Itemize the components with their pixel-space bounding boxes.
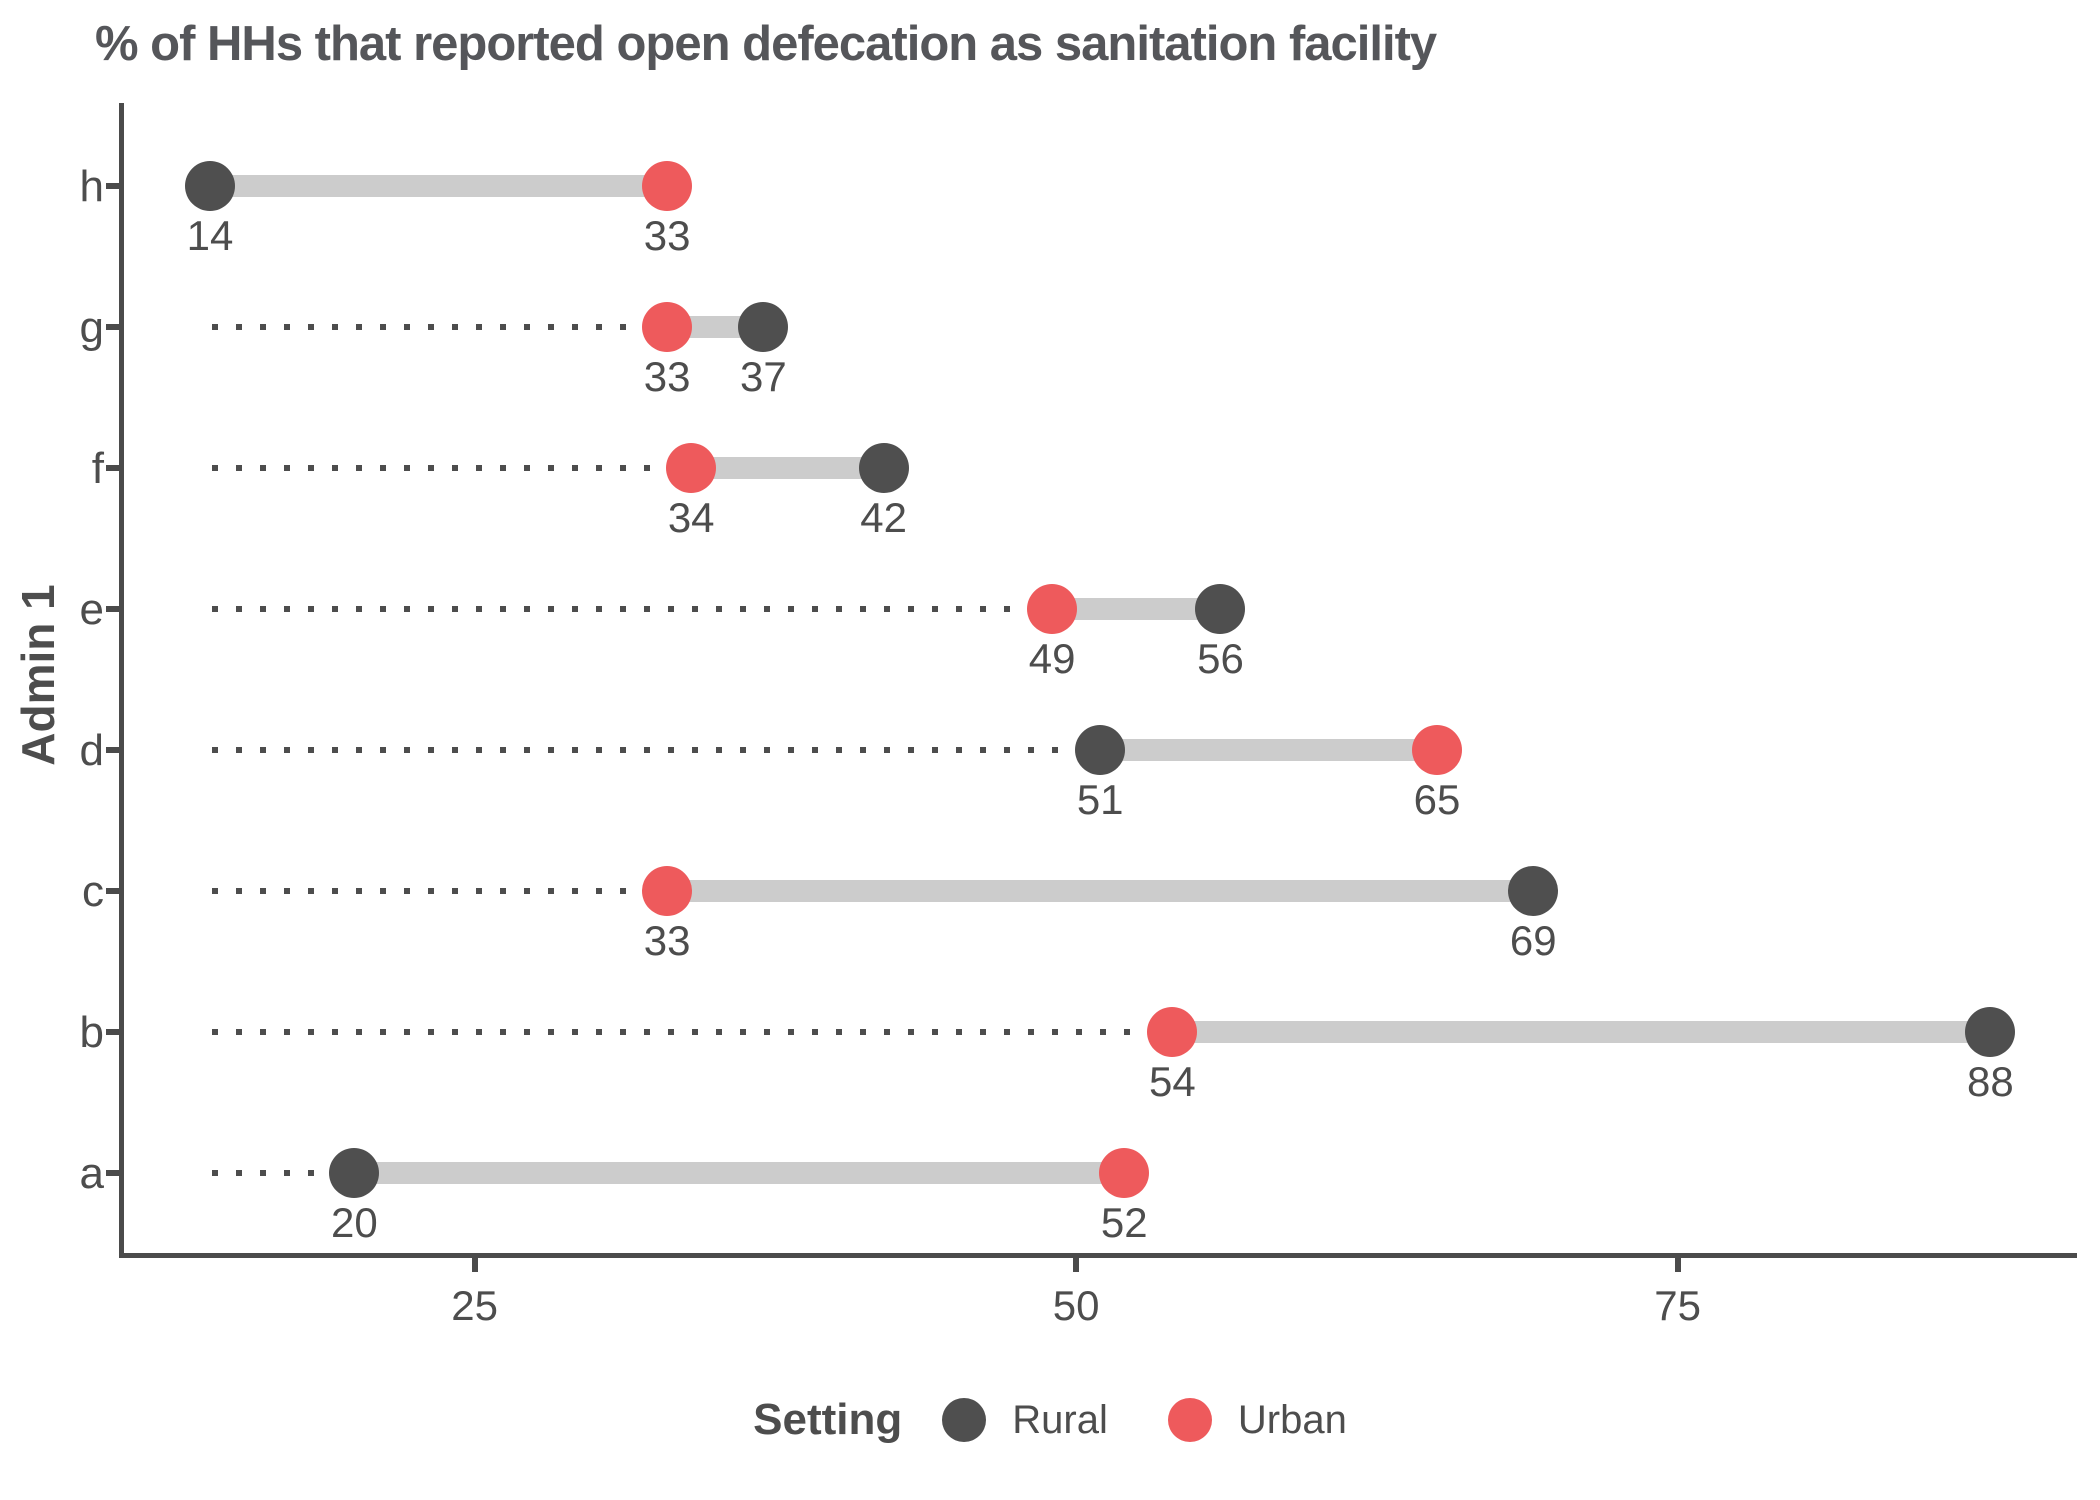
value-label-urban-h: 33 (643, 212, 691, 259)
dot-urban-g (642, 302, 693, 352)
dot-rural-h (185, 161, 236, 211)
y-tick-mark (106, 747, 121, 753)
value-label-urban-f: 34 (667, 494, 715, 541)
dot-urban-a (1099, 1148, 1150, 1198)
legend-label-urban: Urban (1237, 1397, 1347, 1442)
y-tick-mark (106, 183, 121, 189)
y-tick-mark (106, 888, 121, 894)
value-label-urban-d: 65 (1413, 776, 1461, 823)
leader-dotted-line (212, 465, 663, 471)
dot-rural-g (738, 302, 789, 352)
legend-title: Setting (753, 1395, 903, 1444)
leader-dotted-line (212, 324, 639, 330)
connector-bar (210, 175, 668, 197)
y-tick-mark (106, 465, 121, 471)
y-category-label-a: a (79, 1149, 104, 1198)
y-tick-mark (106, 606, 121, 612)
x-tick-mark (1674, 1258, 1681, 1272)
y-tick-mark (106, 324, 121, 330)
y-category-label-b: b (79, 1008, 104, 1057)
y-tick-mark (106, 1170, 121, 1176)
dot-rural-c (1508, 866, 1559, 916)
connector-bar (354, 1162, 1125, 1184)
x-tick-label: 25 (451, 1282, 499, 1329)
y-tick-mark (106, 1029, 121, 1035)
dot-urban-h (642, 161, 693, 211)
leader-dotted-line (212, 1170, 326, 1176)
value-label-rural-e: 56 (1197, 635, 1244, 682)
x-tick-mark (471, 1258, 478, 1272)
dot-urban-e (1027, 584, 1078, 634)
value-label-urban-a: 52 (1100, 1199, 1148, 1246)
value-label-rural-b: 88 (1967, 1058, 2014, 1105)
dot-rural-b (1965, 1007, 2016, 1057)
dot-urban-f (666, 443, 717, 493)
y-category-label-g: g (79, 303, 104, 352)
leader-dotted-line (212, 888, 639, 894)
legend: Setting Rural Urban (0, 1388, 2100, 1452)
value-label-urban-g: 33 (643, 353, 691, 400)
y-category-label-d: d (79, 726, 104, 775)
y-axis-line (119, 103, 124, 1258)
legend-swatch-rural-icon (942, 1398, 987, 1442)
leader-dotted-line (212, 1029, 1144, 1035)
dot-urban-c (642, 866, 693, 916)
connector-bar (1172, 1021, 1991, 1043)
dot-rural-d (1075, 725, 1126, 775)
dot-rural-f (858, 443, 909, 493)
leader-dotted-line (212, 747, 1072, 753)
y-category-label-e: e (79, 585, 104, 634)
value-label-rural-d: 51 (1076, 776, 1124, 823)
value-label-urban-c: 33 (643, 917, 691, 964)
chart-title: % of HHs that reported open defecation a… (95, 17, 1437, 71)
y-category-label-c: c (82, 867, 104, 916)
y-category-label-f: f (91, 444, 104, 493)
connector-bar (667, 880, 1534, 902)
dot-rural-e (1195, 584, 1246, 634)
connector-bar (691, 457, 884, 479)
value-label-urban-e: 49 (1028, 635, 1076, 682)
dot-urban-b (1147, 1007, 1198, 1057)
dot-rural-a (329, 1148, 380, 1198)
value-label-rural-c: 69 (1509, 917, 1557, 964)
x-tick-label: 50 (1052, 1282, 1100, 1329)
x-tick-mark (1073, 1258, 1080, 1272)
dot-urban-d (1412, 725, 1463, 775)
connector-bar (1052, 598, 1221, 620)
value-label-rural-g: 37 (740, 353, 787, 400)
legend-label-rural: Rural (1012, 1397, 1108, 1442)
leader-dotted-line (212, 606, 1024, 612)
y-category-label-h: h (79, 162, 104, 211)
value-label-rural-f: 42 (860, 494, 908, 541)
connector-bar (1100, 739, 1437, 761)
legend-swatch-urban-icon (1167, 1398, 1212, 1442)
x-axis-line (119, 1253, 2077, 1258)
value-label-urban-b: 54 (1149, 1058, 1196, 1105)
x-tick-label: 75 (1654, 1282, 1701, 1329)
value-label-rural-a: 20 (331, 1199, 378, 1246)
value-label-rural-h: 14 (186, 212, 234, 259)
